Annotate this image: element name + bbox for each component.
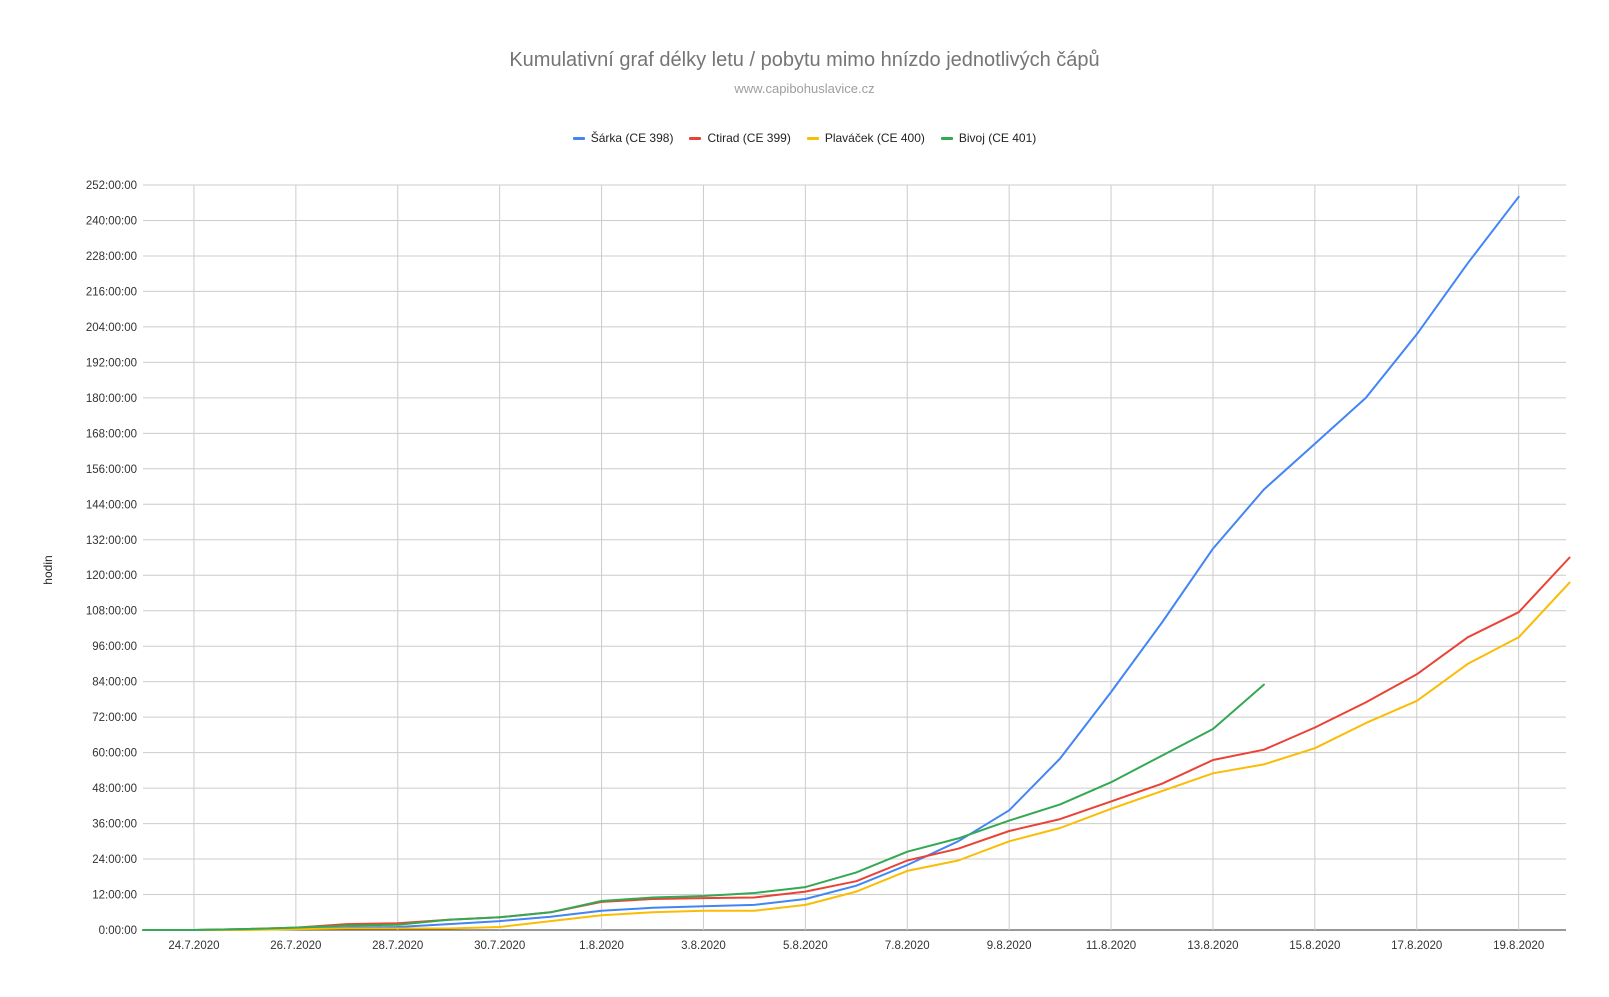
y-tick-label: 180:00:00 [86,393,137,405]
x-tick-label: 7.8.2020 [885,940,930,952]
legend-swatch [806,136,819,140]
y-tick-label: 168:00:00 [86,428,137,440]
y-tick-label: 48:00:00 [92,783,137,795]
x-tick-label: 1.8.2020 [579,940,624,952]
x-tick-label: 17.8.2020 [1391,940,1442,952]
y-tick-label: 228:00:00 [86,251,137,263]
legend-label: Šárka (CE 398) [590,131,674,145]
y-tick-label: 120:00:00 [86,570,137,582]
series-line-2 [142,581,1571,931]
series-line-0 [142,195,1520,931]
x-tick-label: 3.8.2020 [681,940,726,952]
y-tick-label: 252:00:00 [86,180,137,192]
x-tick-label: 9.8.2020 [987,940,1032,952]
legend-label: Bivoj (CE 401) [958,131,1037,145]
y-tick-label: 144:00:00 [86,499,137,511]
x-tick-label: 19.8.2020 [1493,940,1544,952]
y-tick-label: 216:00:00 [86,286,137,298]
x-tick-label: 26.7.2020 [270,940,321,952]
legend-item: Plaváček (CE 400) [806,131,925,145]
y-tick-label: 192:00:00 [86,357,137,369]
y-tick-label: 36:00:00 [92,819,137,831]
series-line-3 [142,683,1265,931]
x-tick-label: 13.8.2020 [1187,940,1238,952]
x-tick-label: 15.8.2020 [1289,940,1340,952]
legend-label: Ctirad (CE 399) [707,131,791,145]
x-tick-label: 24.7.2020 [168,940,219,952]
x-tick-label: 11.8.2020 [1086,940,1136,952]
legend-item: Šárka (CE 398) [572,131,674,145]
y-tick-label: 240:00:00 [86,215,137,227]
series-line-1 [142,556,1571,931]
legend-swatch [689,136,702,140]
legend-swatch [572,136,585,140]
y-tick-label: 156:00:00 [86,464,137,476]
x-tick-label: 30.7.2020 [474,940,525,952]
y-tick-label: 108:00:00 [86,606,137,618]
y-tick-label: 96:00:00 [92,641,137,653]
y-tick-label: 132:00:00 [86,535,137,547]
legend: Šárka (CE 398) Ctirad (CE 399) Plaváček (C… [0,131,1609,145]
legend-label: Plaváček (CE 400) [824,131,925,145]
y-tick-label: 0:00:00 [99,925,137,937]
y-tick-label: 60:00:00 [92,748,137,760]
x-tick-label: 28.7.2020 [372,940,423,952]
y-tick-label: 12:00:00 [92,890,137,902]
chart-title: Kumulativní graf délky letu / pobytu mim… [509,49,1100,71]
chart-subtitle: www.capibohuslavice.cz [734,81,875,96]
y-tick-label: 204:00:00 [86,322,137,334]
x-tick-label: 5.8.2020 [783,940,828,952]
y-tick-label: 84:00:00 [92,677,137,689]
y-tick-label: 24:00:00 [92,854,137,866]
legend-item: Bivoj (CE 401) [940,131,1037,145]
legend-item: Ctirad (CE 399) [689,131,791,145]
legend-swatch [940,136,953,140]
y-tick-label: 72:00:00 [92,712,137,724]
